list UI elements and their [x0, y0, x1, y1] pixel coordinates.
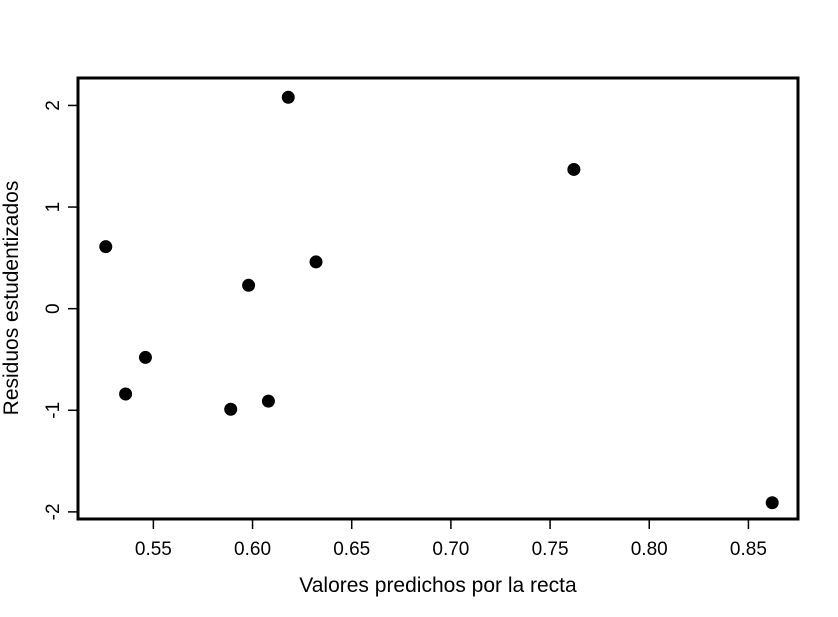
- x-axis-title: Valores predichos por la recta: [299, 574, 577, 597]
- data-point: [281, 90, 295, 104]
- x-tick-label: 0.80: [631, 539, 668, 560]
- data-point: [765, 496, 779, 510]
- data-point: [99, 240, 113, 254]
- x-tick-label: 0.55: [135, 539, 172, 560]
- data-point: [309, 255, 323, 269]
- y-tick-label: -1: [43, 402, 64, 419]
- x-tick-label: 0.70: [432, 539, 469, 560]
- y-tick-label: 1: [43, 202, 64, 213]
- x-axis: 0.55 0.60 0.65 0.70 0.75 0.80 0.85: [135, 518, 767, 560]
- data-point: [261, 394, 275, 408]
- y-tick-label: 2: [43, 100, 64, 111]
- x-tick-label: 0.60: [234, 539, 271, 560]
- plot-frame: [76, 76, 800, 521]
- data-point: [567, 162, 581, 176]
- y-tick-label: -2: [43, 503, 64, 520]
- y-tick-label: 0: [43, 303, 64, 314]
- x-tick-label: 0.85: [730, 539, 767, 560]
- data-point: [138, 350, 152, 364]
- y-axis: -2 -1 0 1 2: [43, 100, 79, 520]
- data-points: [99, 90, 779, 510]
- x-tick-label: 0.65: [333, 539, 370, 560]
- y-axis-title: Residuos estudentizados: [0, 181, 23, 416]
- data-point: [119, 387, 133, 401]
- data-point: [242, 278, 256, 292]
- x-tick-label: 0.75: [532, 539, 569, 560]
- data-point: [224, 402, 238, 416]
